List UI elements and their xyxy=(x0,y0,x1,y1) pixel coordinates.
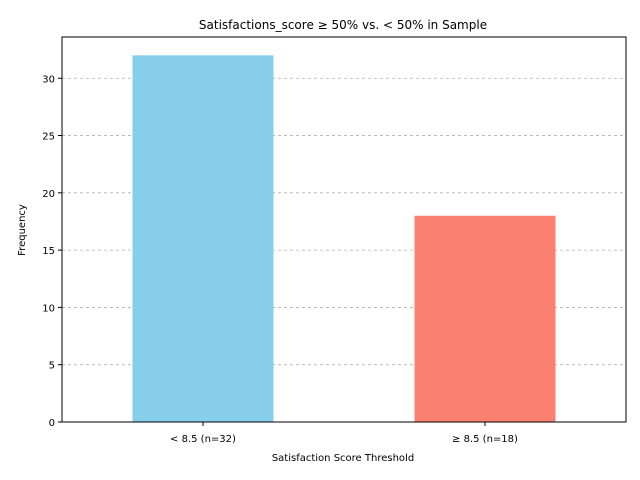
y-tick-label: 30 xyxy=(42,74,55,85)
chart-title: Satisfactions_score ≥ 50% vs. < 50% in S… xyxy=(199,18,487,32)
bar xyxy=(132,55,274,422)
bars xyxy=(132,55,556,422)
y-axis: 0 5 10 15 20 25 30 xyxy=(42,74,62,429)
y-tick-label: 20 xyxy=(42,189,55,200)
y-tick-label: 15 xyxy=(42,246,55,257)
y-axis-label: Frequency xyxy=(17,204,28,256)
x-tick-label: < 8.5 (n=32) xyxy=(170,434,236,445)
y-tick-label: 10 xyxy=(42,303,55,314)
x-axis: < 8.5 (n=32) ≥ 8.5 (n=18) xyxy=(170,422,518,445)
y-tick-label: 25 xyxy=(42,132,55,143)
x-axis-label: Satisfaction Score Threshold xyxy=(272,453,414,464)
plot-frame xyxy=(61,36,627,423)
bar xyxy=(414,215,556,422)
x-tick-label: ≥ 8.5 (n=18) xyxy=(452,434,518,445)
y-tick-label: 5 xyxy=(49,361,55,372)
y-tick-label: 0 xyxy=(49,418,55,429)
